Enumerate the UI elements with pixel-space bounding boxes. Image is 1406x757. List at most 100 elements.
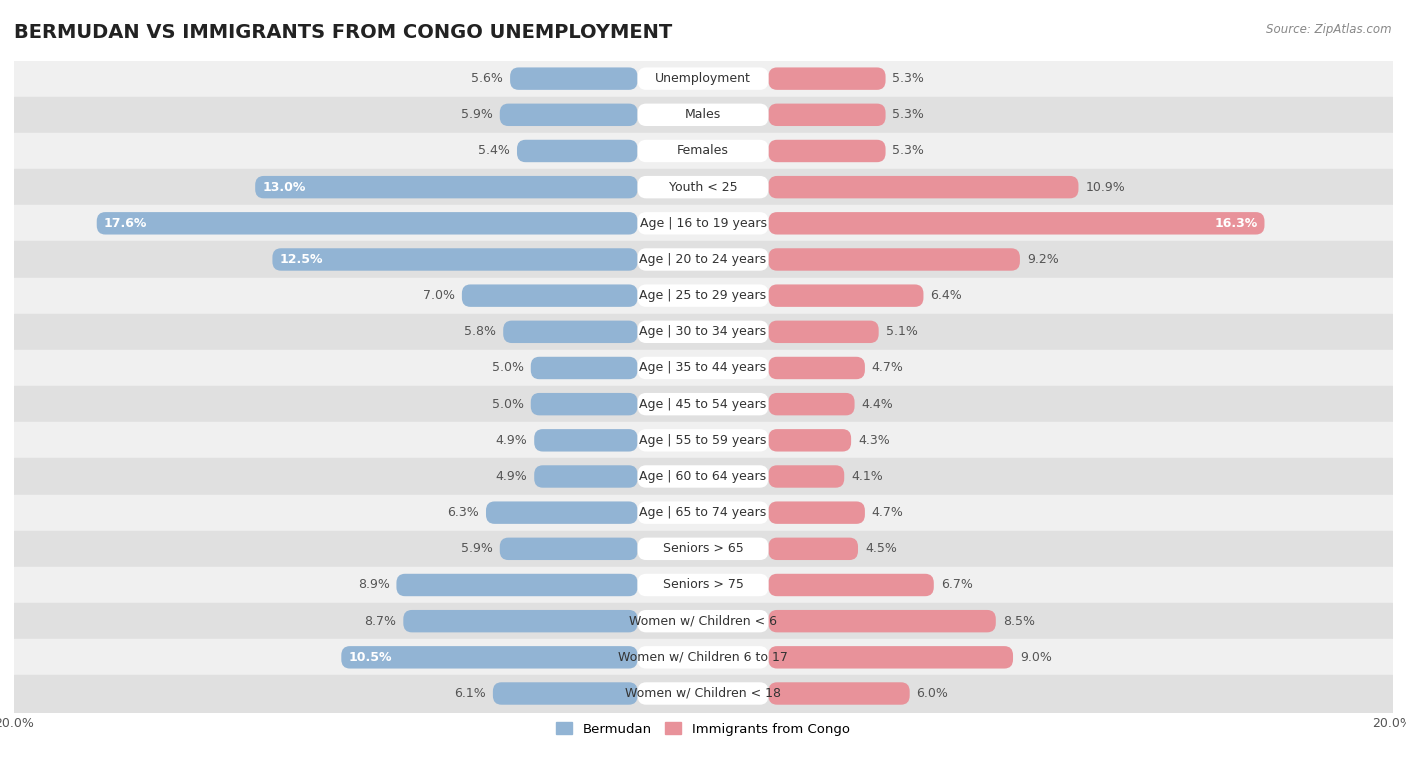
- Text: Youth < 25: Youth < 25: [669, 181, 737, 194]
- Text: 6.1%: 6.1%: [454, 687, 486, 700]
- FancyBboxPatch shape: [769, 212, 1264, 235]
- Text: 6.0%: 6.0%: [917, 687, 949, 700]
- FancyBboxPatch shape: [637, 574, 769, 597]
- FancyBboxPatch shape: [637, 682, 769, 705]
- Text: 16.3%: 16.3%: [1215, 217, 1257, 230]
- FancyBboxPatch shape: [769, 682, 910, 705]
- Text: 10.5%: 10.5%: [349, 651, 392, 664]
- FancyBboxPatch shape: [637, 501, 769, 524]
- Text: Women w/ Children < 6: Women w/ Children < 6: [628, 615, 778, 628]
- FancyBboxPatch shape: [769, 574, 934, 597]
- Text: 5.3%: 5.3%: [893, 72, 924, 85]
- Text: Age | 25 to 29 years: Age | 25 to 29 years: [640, 289, 766, 302]
- Text: 5.3%: 5.3%: [893, 108, 924, 121]
- FancyBboxPatch shape: [461, 285, 637, 307]
- Text: 4.5%: 4.5%: [865, 542, 897, 556]
- Text: 5.9%: 5.9%: [461, 542, 494, 556]
- Text: Age | 45 to 54 years: Age | 45 to 54 years: [640, 397, 766, 410]
- FancyBboxPatch shape: [637, 285, 769, 307]
- FancyBboxPatch shape: [769, 610, 995, 632]
- FancyBboxPatch shape: [637, 393, 769, 416]
- Text: 5.0%: 5.0%: [492, 362, 524, 375]
- Text: Age | 20 to 24 years: Age | 20 to 24 years: [640, 253, 766, 266]
- FancyBboxPatch shape: [517, 140, 637, 162]
- FancyBboxPatch shape: [97, 212, 637, 235]
- FancyBboxPatch shape: [769, 104, 886, 126]
- Text: 4.4%: 4.4%: [862, 397, 893, 410]
- FancyBboxPatch shape: [503, 321, 637, 343]
- FancyBboxPatch shape: [342, 646, 637, 668]
- FancyBboxPatch shape: [637, 321, 769, 343]
- FancyBboxPatch shape: [404, 610, 637, 632]
- FancyBboxPatch shape: [637, 248, 769, 271]
- Text: 4.9%: 4.9%: [495, 434, 527, 447]
- Text: 12.5%: 12.5%: [280, 253, 323, 266]
- Text: 5.0%: 5.0%: [492, 397, 524, 410]
- FancyBboxPatch shape: [637, 646, 769, 668]
- FancyBboxPatch shape: [769, 501, 865, 524]
- Text: Age | 35 to 44 years: Age | 35 to 44 years: [640, 362, 766, 375]
- FancyBboxPatch shape: [637, 140, 769, 162]
- FancyBboxPatch shape: [534, 466, 637, 488]
- Text: 5.9%: 5.9%: [461, 108, 494, 121]
- Text: 17.6%: 17.6%: [104, 217, 148, 230]
- Text: Seniors > 75: Seniors > 75: [662, 578, 744, 591]
- FancyBboxPatch shape: [637, 610, 769, 632]
- Text: 4.7%: 4.7%: [872, 506, 904, 519]
- Text: Age | 16 to 19 years: Age | 16 to 19 years: [640, 217, 766, 230]
- Text: Age | 60 to 64 years: Age | 60 to 64 years: [640, 470, 766, 483]
- Text: 6.4%: 6.4%: [931, 289, 962, 302]
- FancyBboxPatch shape: [637, 537, 769, 560]
- FancyBboxPatch shape: [531, 393, 637, 416]
- Text: 6.3%: 6.3%: [447, 506, 479, 519]
- FancyBboxPatch shape: [256, 176, 637, 198]
- FancyBboxPatch shape: [769, 429, 851, 451]
- Text: Women w/ Children < 18: Women w/ Children < 18: [626, 687, 780, 700]
- FancyBboxPatch shape: [769, 248, 1019, 271]
- FancyBboxPatch shape: [531, 357, 637, 379]
- FancyBboxPatch shape: [769, 321, 879, 343]
- FancyBboxPatch shape: [769, 537, 858, 560]
- FancyBboxPatch shape: [769, 466, 844, 488]
- Text: 4.9%: 4.9%: [495, 470, 527, 483]
- Text: 6.7%: 6.7%: [941, 578, 973, 591]
- Text: 13.0%: 13.0%: [262, 181, 305, 194]
- FancyBboxPatch shape: [769, 357, 865, 379]
- Text: 5.6%: 5.6%: [471, 72, 503, 85]
- FancyBboxPatch shape: [637, 429, 769, 451]
- Text: Females: Females: [678, 145, 728, 157]
- FancyBboxPatch shape: [273, 248, 637, 271]
- Text: 5.1%: 5.1%: [886, 326, 918, 338]
- FancyBboxPatch shape: [637, 357, 769, 379]
- Text: 4.1%: 4.1%: [851, 470, 883, 483]
- Text: Women w/ Children 6 to 17: Women w/ Children 6 to 17: [619, 651, 787, 664]
- FancyBboxPatch shape: [637, 466, 769, 488]
- FancyBboxPatch shape: [769, 140, 886, 162]
- Text: Males: Males: [685, 108, 721, 121]
- Text: Unemployment: Unemployment: [655, 72, 751, 85]
- Text: 9.0%: 9.0%: [1019, 651, 1052, 664]
- Legend: Bermudan, Immigrants from Congo: Bermudan, Immigrants from Congo: [551, 717, 855, 741]
- Text: 5.3%: 5.3%: [893, 145, 924, 157]
- FancyBboxPatch shape: [396, 574, 637, 597]
- FancyBboxPatch shape: [637, 104, 769, 126]
- Text: Seniors > 65: Seniors > 65: [662, 542, 744, 556]
- Text: 9.2%: 9.2%: [1026, 253, 1059, 266]
- Text: 4.3%: 4.3%: [858, 434, 890, 447]
- FancyBboxPatch shape: [494, 682, 637, 705]
- Text: 5.4%: 5.4%: [478, 145, 510, 157]
- Text: Age | 65 to 74 years: Age | 65 to 74 years: [640, 506, 766, 519]
- Text: 5.8%: 5.8%: [464, 326, 496, 338]
- FancyBboxPatch shape: [486, 501, 637, 524]
- Text: 4.7%: 4.7%: [872, 362, 904, 375]
- Text: 8.9%: 8.9%: [357, 578, 389, 591]
- Text: BERMUDAN VS IMMIGRANTS FROM CONGO UNEMPLOYMENT: BERMUDAN VS IMMIGRANTS FROM CONGO UNEMPL…: [14, 23, 672, 42]
- Text: 10.9%: 10.9%: [1085, 181, 1125, 194]
- FancyBboxPatch shape: [637, 67, 769, 90]
- Text: 7.0%: 7.0%: [423, 289, 456, 302]
- FancyBboxPatch shape: [769, 393, 855, 416]
- Text: 8.7%: 8.7%: [364, 615, 396, 628]
- FancyBboxPatch shape: [499, 104, 637, 126]
- Text: Source: ZipAtlas.com: Source: ZipAtlas.com: [1267, 23, 1392, 36]
- FancyBboxPatch shape: [769, 67, 886, 90]
